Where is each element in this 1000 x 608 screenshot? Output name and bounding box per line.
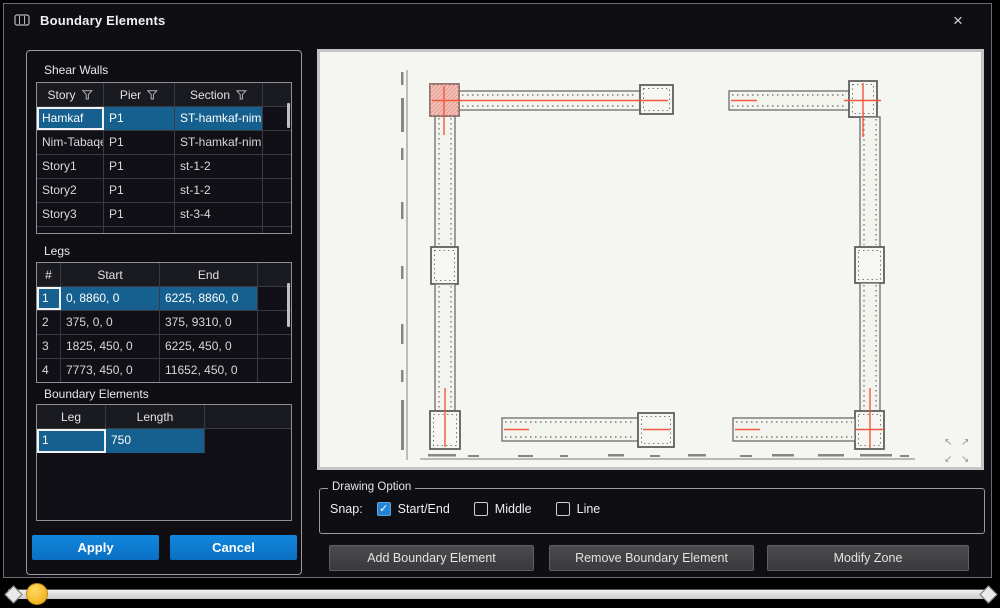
column-header-end[interactable]: End <box>160 263 258 286</box>
svg-text:↗: ↗ <box>961 437 969 448</box>
scrollbar-thumb[interactable] <box>287 283 290 327</box>
wall-centerlines <box>432 83 884 448</box>
drawing-canvas[interactable]: ↖ ↗ ↙ ↘ <box>317 49 984 470</box>
remove-boundary-element-button[interactable]: Remove Boundary Element <box>549 545 754 571</box>
app-icon <box>14 14 30 26</box>
column-header-section[interactable]: Section <box>175 83 263 106</box>
leg-row[interactable]: 1 0, 8860, 0 6225, 8860, 0 <box>37 287 291 311</box>
apply-button[interactable]: Apply <box>32 535 159 560</box>
shear-walls-label: Shear Walls <box>44 63 109 77</box>
legs-table[interactable]: # Start End 1 0, 8860, 0 6225, 8860, 0 2… <box>36 262 292 383</box>
slider-thumb[interactable] <box>26 583 48 605</box>
close-icon[interactable]: × <box>953 11 963 30</box>
add-boundary-element-button[interactable]: Add Boundary Element <box>329 545 534 571</box>
legs-header: # Start End <box>37 263 291 287</box>
filter-icon[interactable] <box>236 89 247 100</box>
shear-wall-row[interactable]: Hamkaf P1 ST-hamkaf-nim <box>37 107 291 131</box>
leg-row[interactable]: 3 1825, 450, 0 6225, 450, 0 <box>37 335 291 359</box>
boundary-elements-dialog: Boundary Elements × Shear Walls Story Pi… <box>3 3 992 578</box>
shear-wall-row[interactable]: Story1 P1 st-1-2 <box>37 155 291 179</box>
wall-bottom-right <box>732 417 856 442</box>
modify-zone-button[interactable]: Modify Zone <box>767 545 969 571</box>
checkbox-middle[interactable] <box>473 502 488 516</box>
filter-icon[interactable] <box>81 89 93 100</box>
dimension-text-bottom <box>428 454 909 457</box>
column-header-pier[interactable]: Pier <box>104 83 175 106</box>
shear-wall-row[interactable]: Nim-Tabaqe P1 ST-hamkaf-nim <box>37 131 291 155</box>
boundary-elements-table[interactable]: Leg Length 1 750 <box>36 404 292 521</box>
left-panel <box>26 50 302 575</box>
legs-label: Legs <box>44 244 71 258</box>
boundary-elements-label: Boundary Elements <box>44 387 149 401</box>
plan-drawing: ↖ ↗ ↙ ↘ <box>401 70 969 465</box>
dimension-text-left <box>401 72 404 450</box>
leg-row[interactable]: 2 375, 0, 0 375, 9310, 0 <box>37 311 291 335</box>
column-header-start[interactable]: Start <box>61 263 160 286</box>
checkbox-start-end[interactable] <box>376 502 391 516</box>
svg-text:↘: ↘ <box>961 454 969 465</box>
cancel-button[interactable]: Cancel <box>170 535 297 560</box>
snap-option-middle[interactable]: Middle <box>473 502 532 516</box>
shear-wall-row[interactable]: Story3 P1 st-3-4 <box>37 203 291 227</box>
boundary-elements-header: Leg Length <box>37 405 291 429</box>
scrollbar-thumb[interactable] <box>287 103 290 128</box>
drawing-option-group: Drawing Option Snap: Start/End Middle Li… <box>319 481 985 534</box>
zoom-extents-icon[interactable]: ↖ ↗ ↙ ↘ <box>944 437 969 465</box>
shear-wall-row[interactable]: Story2 P1 st-1-2 <box>37 179 291 203</box>
checkbox-line[interactable] <box>555 502 570 516</box>
column-header-length[interactable]: Length <box>106 405 205 428</box>
title-bar: Boundary Elements × <box>4 4 991 36</box>
shear-walls-table[interactable]: Story Pier Section Hamkaf P1 ST-hamkaf-n… <box>36 82 292 234</box>
shear-wall-row[interactable]: Story4 P1 st-3-4 <box>37 227 291 233</box>
snap-option-line[interactable]: Line <box>555 502 600 516</box>
shear-walls-header: Story Pier Section <box>37 83 291 107</box>
snap-row: Snap: Start/End Middle Line <box>330 502 624 516</box>
snap-option-start-end[interactable]: Start/End <box>376 502 450 516</box>
svg-text:↙: ↙ <box>944 454 952 465</box>
wall-top-right <box>728 80 878 118</box>
boundary-element-row[interactable]: 1 750 <box>37 429 291 453</box>
snap-label: Snap: <box>330 502 363 516</box>
timeline-track[interactable] <box>8 589 992 599</box>
svg-text:↖: ↖ <box>944 437 952 448</box>
leg-row[interactable]: 4 7773, 450, 0 11652, 450, 0 <box>37 359 291 382</box>
wall-top-left <box>458 84 674 115</box>
filter-icon[interactable] <box>147 89 159 100</box>
column-header-number[interactable]: # <box>37 263 61 286</box>
column-header-story[interactable]: Story <box>37 83 104 106</box>
column-header-leg[interactable]: Leg <box>37 405 106 428</box>
drawing-option-label: Drawing Option <box>328 481 416 493</box>
window-title: Boundary Elements <box>40 12 166 28</box>
